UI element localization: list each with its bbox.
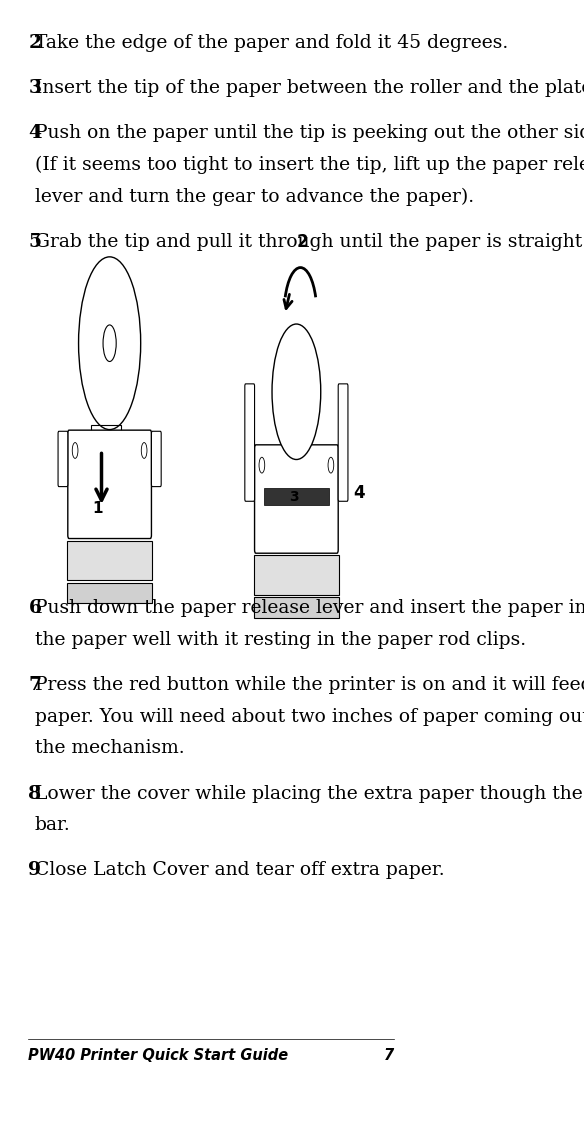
Bar bbox=[254, 555, 339, 595]
Circle shape bbox=[141, 443, 147, 458]
Text: 5: 5 bbox=[29, 233, 41, 251]
Bar bbox=[264, 488, 329, 505]
Bar bbox=[67, 583, 152, 603]
Text: Close Latch Cover and tear off extra paper.: Close Latch Cover and tear off extra pap… bbox=[34, 861, 444, 879]
FancyBboxPatch shape bbox=[338, 384, 348, 501]
Circle shape bbox=[259, 457, 265, 473]
FancyBboxPatch shape bbox=[245, 384, 255, 501]
Text: Push on the paper until the tip is peeking out the other side.: Push on the paper until the tip is peeki… bbox=[34, 124, 584, 142]
Text: PW40 Printer Quick Start Guide: PW40 Printer Quick Start Guide bbox=[29, 1048, 288, 1062]
Text: lever and turn the gear to advance the paper).: lever and turn the gear to advance the p… bbox=[34, 187, 474, 205]
Circle shape bbox=[103, 325, 116, 361]
Text: 8: 8 bbox=[29, 785, 41, 803]
FancyBboxPatch shape bbox=[255, 445, 338, 553]
FancyBboxPatch shape bbox=[68, 430, 151, 539]
Text: the mechanism.: the mechanism. bbox=[34, 739, 184, 758]
Text: 3: 3 bbox=[290, 490, 299, 504]
Text: 6: 6 bbox=[29, 599, 41, 618]
Text: Take the edge of the paper and fold it 45 degrees.: Take the edge of the paper and fold it 4… bbox=[34, 34, 507, 52]
Text: 7: 7 bbox=[384, 1048, 394, 1062]
Text: Push down the paper release lever and insert the paper into: Push down the paper release lever and in… bbox=[34, 599, 584, 618]
Bar bbox=[67, 541, 152, 580]
Text: 4: 4 bbox=[29, 124, 41, 142]
Text: 1: 1 bbox=[92, 501, 103, 516]
Text: Insert the tip of the paper between the roller and the platen.: Insert the tip of the paper between the … bbox=[34, 79, 584, 97]
FancyBboxPatch shape bbox=[151, 431, 161, 487]
Text: bar.: bar. bbox=[34, 816, 70, 834]
Text: paper. You will need about two inches of paper coming out of: paper. You will need about two inches of… bbox=[34, 708, 584, 726]
Circle shape bbox=[328, 457, 333, 473]
Text: Press the red button while the printer is on and it will feed: Press the red button while the printer i… bbox=[34, 676, 584, 694]
Text: 7: 7 bbox=[29, 676, 41, 694]
Text: 4: 4 bbox=[353, 484, 365, 502]
FancyBboxPatch shape bbox=[58, 431, 68, 487]
Circle shape bbox=[272, 324, 321, 460]
Text: Grab the tip and pull it through until the paper is straight.: Grab the tip and pull it through until t… bbox=[34, 233, 584, 251]
Text: 2: 2 bbox=[297, 233, 308, 251]
Text: 9: 9 bbox=[29, 861, 41, 879]
Text: 3: 3 bbox=[29, 79, 41, 97]
Text: Lower the cover while placing the extra paper though the tear: Lower the cover while placing the extra … bbox=[34, 785, 584, 803]
Circle shape bbox=[72, 443, 78, 458]
Text: 2: 2 bbox=[29, 34, 41, 52]
Polygon shape bbox=[91, 425, 120, 434]
Text: (If it seems too tight to insert the tip, lift up the paper release: (If it seems too tight to insert the tip… bbox=[34, 156, 584, 174]
Bar bbox=[254, 597, 339, 618]
Text: the paper well with it resting in the paper rod clips.: the paper well with it resting in the pa… bbox=[34, 631, 526, 649]
